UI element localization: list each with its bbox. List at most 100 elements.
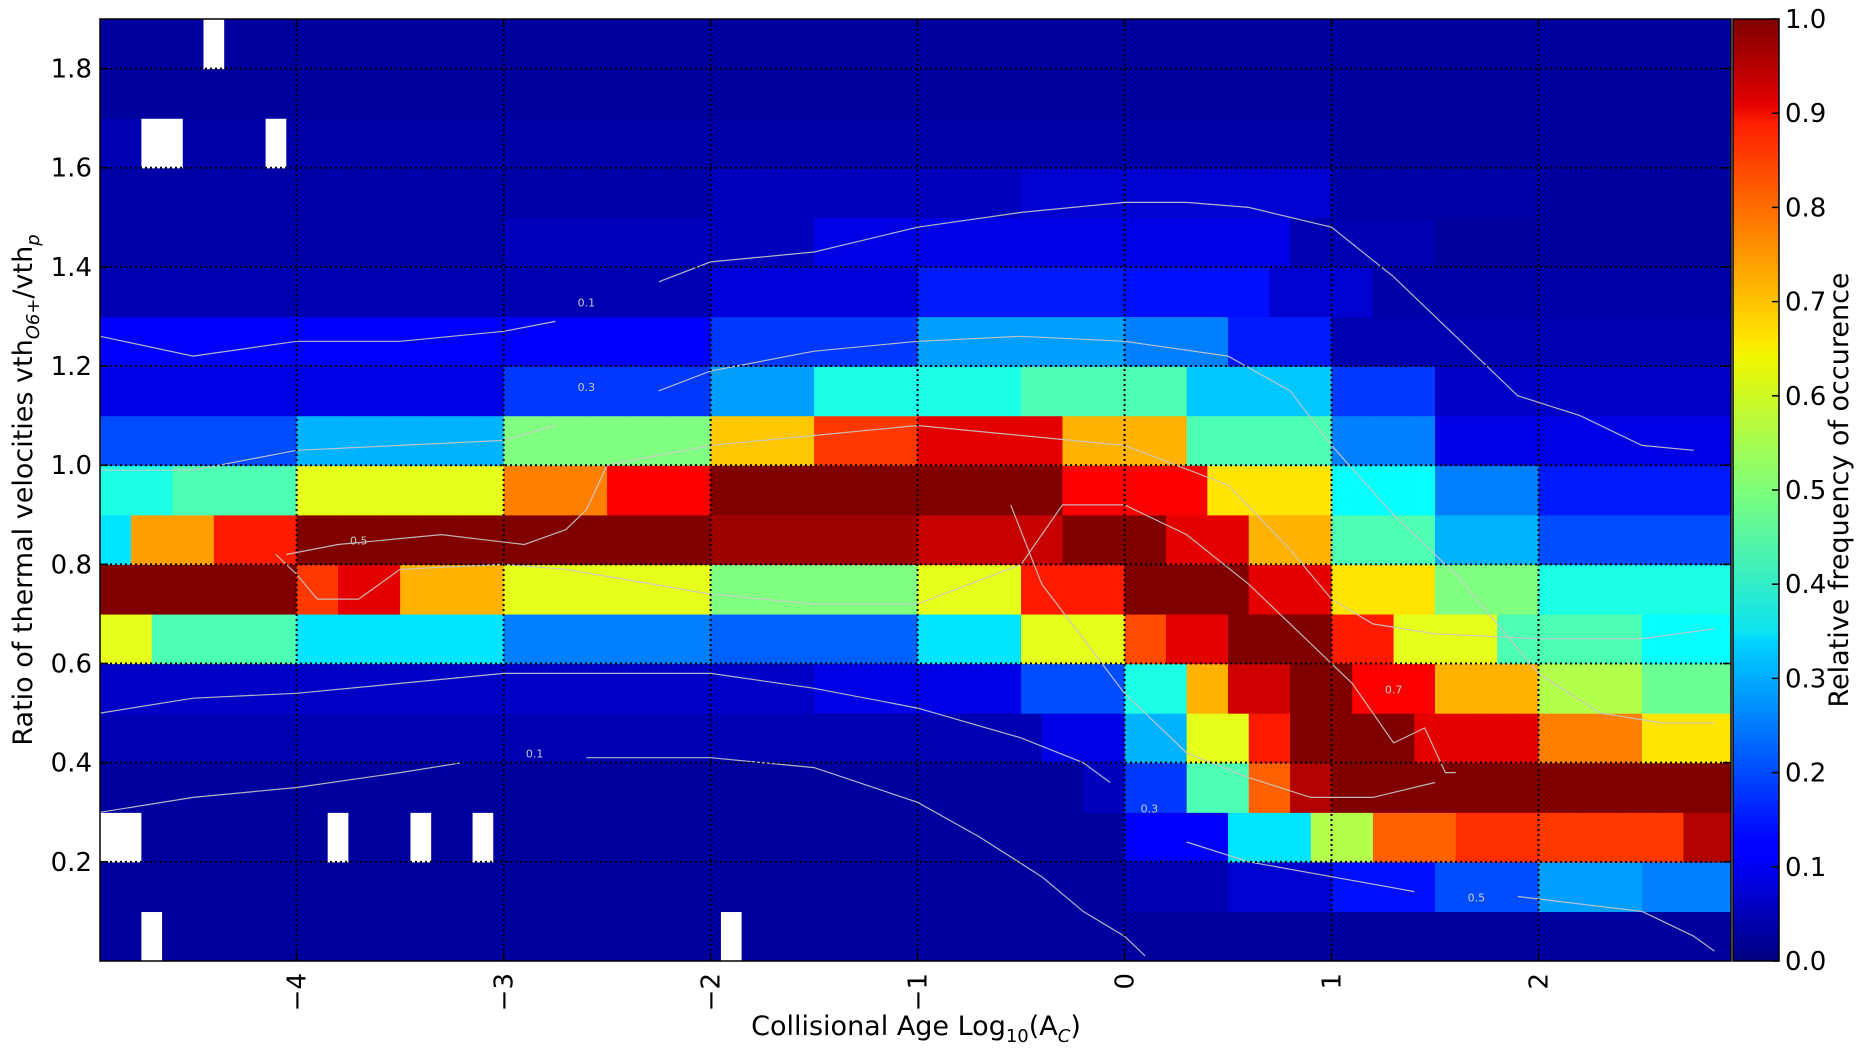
heatmap-cell bbox=[1021, 613, 1064, 665]
heatmap-cell bbox=[1497, 167, 1540, 218]
colorbar-label: Relative frequency of occurence bbox=[1824, 272, 1855, 707]
contour-label: 0.1 bbox=[578, 297, 596, 310]
heatmap-cell bbox=[783, 911, 826, 961]
heatmap-cell bbox=[1476, 465, 1519, 516]
heatmap-cell bbox=[224, 167, 267, 218]
heatmap-cell bbox=[1228, 713, 1250, 764]
heatmap-cell bbox=[958, 316, 1001, 367]
y-tick-label: 0.4 bbox=[51, 749, 92, 779]
heatmap-cell bbox=[1662, 118, 1705, 169]
heatmap-cell bbox=[1041, 514, 1064, 565]
heatmap-cell bbox=[1517, 564, 1540, 615]
heatmap-cell bbox=[586, 217, 629, 268]
heatmap-cell bbox=[1062, 217, 1105, 268]
heatmap-cell bbox=[751, 167, 794, 218]
heatmap-cell bbox=[503, 217, 546, 268]
heatmap-cell bbox=[1455, 762, 1498, 813]
heatmap-cell bbox=[1455, 713, 1498, 764]
heatmap-cell bbox=[100, 19, 142, 70]
heatmap-cell bbox=[948, 911, 991, 961]
heatmap-cell bbox=[182, 118, 225, 169]
heatmap-cell bbox=[348, 266, 391, 318]
empty-cell bbox=[141, 118, 184, 169]
heatmap-cell bbox=[338, 564, 381, 615]
heatmap-cell bbox=[306, 19, 349, 70]
heatmap-cell bbox=[876, 514, 919, 565]
heatmap-cell bbox=[1683, 663, 1726, 714]
heatmap-cell bbox=[1331, 465, 1374, 516]
heatmap-cell bbox=[1310, 316, 1333, 367]
heatmap-cell bbox=[1497, 812, 1540, 863]
heatmap-cell bbox=[1693, 911, 1731, 961]
heatmap-cell bbox=[100, 217, 142, 268]
heatmap-cell bbox=[638, 713, 681, 764]
heatmap-cell bbox=[1062, 514, 1105, 565]
heatmap-cell bbox=[1538, 663, 1581, 714]
empty-cell bbox=[472, 812, 494, 863]
heatmap-cell bbox=[1445, 911, 1488, 961]
x-tick-label: 2 bbox=[1525, 973, 1555, 990]
heatmap-cell bbox=[855, 366, 898, 417]
heatmap-cell bbox=[213, 514, 256, 565]
heatmap-cell bbox=[1331, 762, 1374, 813]
heatmap-cell bbox=[1414, 465, 1436, 516]
heatmap-cell bbox=[1372, 713, 1415, 764]
heatmap-cell bbox=[1414, 266, 1457, 318]
heatmap-cell bbox=[1372, 514, 1415, 565]
heatmap-cell bbox=[1621, 167, 1664, 218]
heatmap-cell bbox=[1124, 217, 1167, 268]
heatmap-cell bbox=[224, 366, 267, 417]
heatmap-cell bbox=[182, 663, 225, 714]
heatmap-cell bbox=[420, 514, 463, 565]
heatmap-cell bbox=[917, 514, 960, 565]
heatmap-cell bbox=[1124, 316, 1167, 367]
heatmap-cell bbox=[1145, 415, 1188, 466]
heatmap-cell bbox=[348, 762, 391, 813]
heatmap-cell bbox=[472, 316, 505, 367]
heatmap-cell bbox=[948, 812, 991, 863]
heatmap-cell bbox=[1476, 217, 1519, 268]
heatmap-cell bbox=[555, 167, 598, 218]
heatmap-cell bbox=[431, 366, 474, 417]
heatmap-cell bbox=[1114, 911, 1157, 961]
heatmap-cell bbox=[969, 19, 1012, 70]
heatmap-cell bbox=[1621, 316, 1664, 367]
heatmap-cell bbox=[1228, 366, 1271, 417]
heatmap-cell bbox=[1362, 911, 1405, 961]
heatmap-cell bbox=[1290, 465, 1333, 516]
heatmap-cell bbox=[1310, 415, 1333, 466]
heatmap-cell bbox=[1590, 19, 1633, 70]
heatmap-cell bbox=[1290, 564, 1333, 615]
heatmap-cell bbox=[545, 366, 588, 417]
heatmap-cell bbox=[834, 564, 877, 615]
x-axis-ticks: −4 −3 −2 −1 0 1 2 bbox=[283, 19, 1555, 1011]
heatmap-cell bbox=[1331, 415, 1374, 466]
heatmap-cell bbox=[472, 68, 515, 119]
heatmap-cell bbox=[824, 812, 867, 863]
heatmap-cell bbox=[1704, 167, 1731, 218]
heatmap-cell bbox=[141, 613, 153, 665]
heatmap-cell bbox=[679, 266, 712, 318]
heatmap-cell bbox=[938, 217, 981, 268]
contour-line bbox=[100, 762, 463, 813]
y-tick-label: 0.2 bbox=[51, 848, 92, 878]
heatmap-cell bbox=[865, 911, 908, 961]
heatmap-cell bbox=[141, 861, 184, 913]
contour-label: 0.3 bbox=[1141, 802, 1159, 815]
heatmap-cell bbox=[462, 613, 505, 665]
heatmap-cell bbox=[1331, 713, 1374, 764]
heatmap-cell bbox=[389, 167, 432, 218]
heatmap-cell bbox=[1010, 861, 1053, 913]
heatmap-cell bbox=[503, 564, 546, 615]
heatmap-cell bbox=[472, 762, 515, 813]
heatmap-cell bbox=[1176, 19, 1219, 70]
heatmap-cell bbox=[265, 217, 308, 268]
empty-cell bbox=[203, 19, 225, 70]
heatmap-cell bbox=[1507, 19, 1550, 70]
heatmap-cell bbox=[1000, 316, 1043, 367]
contour-line bbox=[286, 424, 1715, 640]
heatmap-cell bbox=[472, 713, 515, 764]
heatmap-cell bbox=[224, 861, 267, 913]
heatmap-cell bbox=[617, 118, 660, 169]
heatmap-cell bbox=[141, 19, 184, 70]
